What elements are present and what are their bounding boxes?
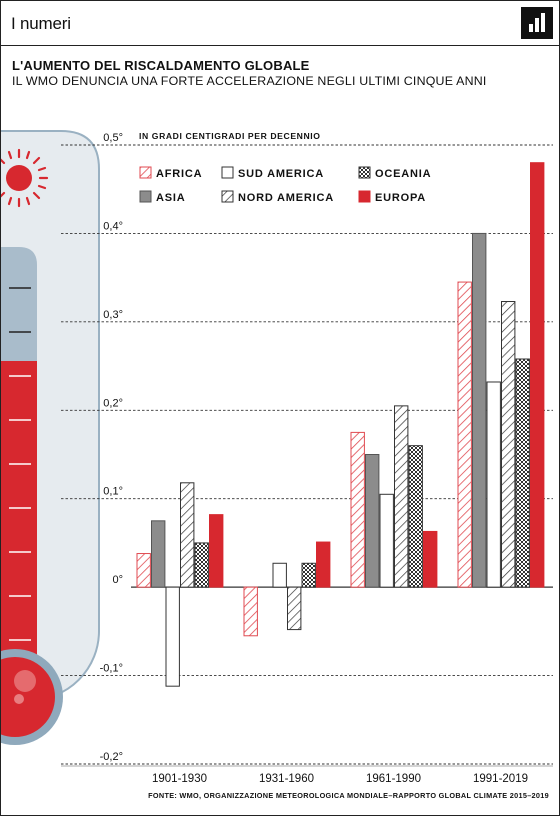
bar-europa-1931-1960 (316, 541, 331, 588)
header-bar: I numeri (1, 1, 559, 46)
legend-swatch-europa (358, 190, 371, 203)
unit-note: IN GRADI CENTIGRADI PER DECENNIO (139, 131, 321, 141)
x-category-label: 1991-2019 (473, 773, 528, 785)
bar-nord-america-1931-1960 (287, 586, 302, 631)
bar-sud-america-1901-1930 (165, 586, 180, 687)
bar-oceania-1901-1930 (194, 542, 209, 588)
y-tick-label: 0,3° (103, 309, 123, 321)
y-tick-label: 0° (112, 574, 123, 586)
bar-africa-1901-1930 (136, 553, 151, 588)
section-label: I numeri (11, 14, 71, 33)
x-category-label: 1931-1960 (259, 773, 314, 785)
bar-africa-1961-1990 (350, 431, 365, 588)
x-category-label: 1901-1930 (152, 773, 207, 785)
chart-subtitle: IL WMO DENUNCIA UNA FORTE ACCELERAZIONE … (12, 74, 487, 88)
legend-label: ASIA (156, 192, 185, 204)
bar-sud-america-1931-1960 (272, 562, 287, 588)
bar-europa-1991-2019 (530, 162, 545, 588)
thermometer-icon (1, 130, 100, 745)
bar-oceania-1931-1960 (301, 562, 316, 588)
chart-title: L'AUMENTO DEL RISCALDAMENTO GLOBALE (12, 58, 310, 73)
y-tick-label: 0,2° (103, 397, 123, 409)
bar-africa-1931-1960 (243, 586, 258, 637)
x-category-label: 1961-1990 (366, 773, 421, 785)
bar-oceania-1961-1990 (408, 445, 423, 588)
legend-swatch-sud-america (221, 166, 234, 179)
bar-oceania-1991-2019 (515, 358, 530, 588)
y-tick-label: -0,1° (100, 663, 123, 675)
y-tick-label: 0,4° (103, 220, 123, 232)
bar-sud-america-1991-2019 (486, 381, 501, 588)
bar-asia-1961-1990 (365, 454, 380, 588)
legend-swatch-oceania (358, 166, 371, 179)
legend-label: AFRICA (156, 168, 202, 180)
legend-swatch-africa (139, 166, 152, 179)
y-tick-label: 0,5° (103, 132, 123, 144)
bar-nord-america-1901-1930 (180, 482, 195, 588)
legend-label: OCEANIA (375, 168, 431, 180)
bar-sud-america-1961-1990 (379, 493, 394, 588)
sun-icon (1, 148, 49, 208)
source-note: FONTE: WMO, ORGANIZZAZIONE METEOROLOGICA… (148, 791, 549, 800)
legend-swatch-asia (139, 190, 152, 203)
legend-label: SUD AMERICA (238, 168, 324, 180)
bar-europa-1961-1990 (423, 530, 438, 588)
legend-swatch-nord-america (221, 190, 234, 203)
bar-nord-america-1961-1990 (394, 405, 409, 588)
legend-label: EUROPA (375, 192, 426, 204)
bar-asia-1901-1930 (151, 520, 166, 588)
bar-asia-1991-2019 (472, 232, 487, 588)
bar-nord-america-1991-2019 (501, 301, 516, 588)
y-tick-label: 0,1° (103, 486, 123, 498)
y-tick-label: -0,2° (100, 751, 123, 763)
bar-chart-logo-icon (521, 7, 553, 39)
bar-europa-1901-1930 (209, 514, 224, 588)
legend-label: NORD AMERICA (238, 192, 334, 204)
bar-africa-1991-2019 (457, 281, 472, 588)
